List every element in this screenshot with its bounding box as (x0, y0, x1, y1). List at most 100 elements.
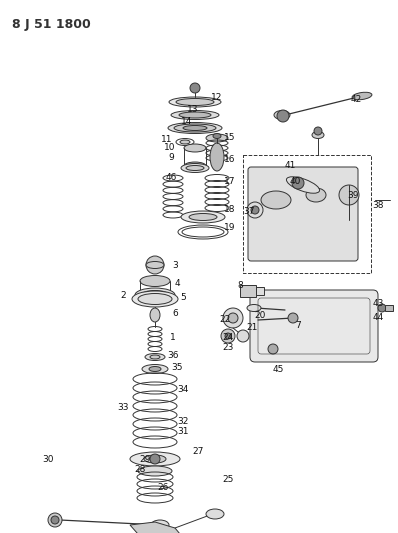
Text: 4: 4 (174, 279, 180, 287)
Text: 26: 26 (157, 483, 169, 492)
Ellipse shape (247, 304, 261, 311)
Ellipse shape (186, 166, 204, 171)
Ellipse shape (184, 144, 206, 152)
Circle shape (223, 308, 243, 328)
Ellipse shape (138, 466, 172, 476)
Ellipse shape (142, 365, 168, 374)
Text: 31: 31 (177, 427, 189, 437)
Circle shape (339, 185, 359, 205)
Text: 36: 36 (167, 351, 179, 360)
Circle shape (48, 513, 62, 527)
Text: 5: 5 (180, 294, 186, 303)
Text: 1: 1 (170, 333, 176, 342)
Text: 3: 3 (172, 261, 178, 270)
Ellipse shape (168, 123, 222, 133)
Ellipse shape (149, 367, 161, 372)
Text: 44: 44 (373, 313, 384, 322)
Ellipse shape (184, 162, 206, 170)
Ellipse shape (261, 191, 291, 209)
Text: 28: 28 (134, 465, 146, 474)
Ellipse shape (206, 509, 224, 519)
Polygon shape (130, 522, 185, 533)
Text: 2: 2 (120, 290, 126, 300)
Text: 16: 16 (224, 156, 236, 165)
Ellipse shape (287, 177, 320, 193)
Circle shape (378, 304, 386, 312)
Text: 42: 42 (350, 95, 362, 104)
Circle shape (51, 516, 59, 524)
Text: 24: 24 (222, 334, 234, 343)
Text: 14: 14 (181, 117, 193, 126)
Text: 25: 25 (222, 475, 234, 484)
Bar (256, 287, 264, 295)
Ellipse shape (146, 262, 164, 269)
Ellipse shape (210, 143, 224, 171)
Ellipse shape (274, 110, 290, 119)
Text: 34: 34 (178, 385, 189, 394)
Text: 37: 37 (243, 207, 255, 216)
Ellipse shape (180, 140, 190, 144)
Ellipse shape (181, 211, 225, 223)
Circle shape (146, 256, 164, 274)
Ellipse shape (144, 455, 166, 463)
Text: 45: 45 (272, 366, 284, 375)
Ellipse shape (181, 164, 209, 173)
Text: 30: 30 (42, 455, 54, 464)
Ellipse shape (176, 99, 214, 106)
Text: 15: 15 (224, 133, 236, 142)
Ellipse shape (132, 291, 178, 307)
Text: 8: 8 (237, 280, 243, 289)
Text: 6: 6 (172, 310, 178, 319)
Text: 11: 11 (161, 135, 173, 144)
Text: 9: 9 (168, 152, 174, 161)
Ellipse shape (135, 288, 175, 302)
Ellipse shape (306, 188, 326, 202)
Ellipse shape (150, 308, 160, 322)
Circle shape (251, 206, 259, 214)
Bar (385, 305, 393, 311)
Ellipse shape (150, 355, 160, 359)
Text: 12: 12 (211, 93, 223, 101)
Text: 19: 19 (224, 223, 236, 232)
Ellipse shape (206, 134, 228, 142)
Text: 18: 18 (224, 206, 236, 214)
Ellipse shape (179, 112, 211, 118)
Circle shape (314, 127, 322, 135)
Circle shape (221, 329, 235, 343)
Circle shape (225, 333, 231, 339)
Circle shape (228, 313, 238, 323)
Ellipse shape (171, 110, 219, 119)
Ellipse shape (169, 97, 221, 107)
Circle shape (247, 202, 263, 218)
Text: 7: 7 (295, 321, 301, 330)
Ellipse shape (145, 353, 165, 360)
Ellipse shape (189, 214, 217, 221)
Text: 39: 39 (347, 190, 359, 199)
Ellipse shape (140, 276, 170, 287)
Circle shape (292, 177, 304, 189)
Bar (240, 285, 256, 297)
Text: 41: 41 (284, 160, 296, 169)
FancyBboxPatch shape (248, 167, 358, 261)
Text: 23: 23 (222, 343, 234, 352)
Text: 22: 22 (219, 316, 230, 325)
Ellipse shape (130, 452, 180, 466)
Text: 29: 29 (139, 455, 151, 464)
Circle shape (190, 83, 200, 93)
Text: 38: 38 (372, 200, 384, 209)
Text: 35: 35 (171, 364, 183, 373)
Circle shape (268, 344, 278, 354)
Bar (243, 155, 371, 273)
Circle shape (288, 313, 298, 323)
Text: 32: 32 (178, 416, 189, 425)
Ellipse shape (151, 520, 169, 530)
Text: 20: 20 (254, 311, 266, 319)
Circle shape (277, 110, 289, 122)
Ellipse shape (174, 124, 216, 132)
Text: 21: 21 (246, 324, 258, 333)
Text: 17: 17 (224, 177, 236, 187)
Ellipse shape (138, 294, 172, 304)
Text: 46: 46 (165, 174, 177, 182)
Ellipse shape (140, 290, 170, 300)
Ellipse shape (352, 92, 372, 100)
